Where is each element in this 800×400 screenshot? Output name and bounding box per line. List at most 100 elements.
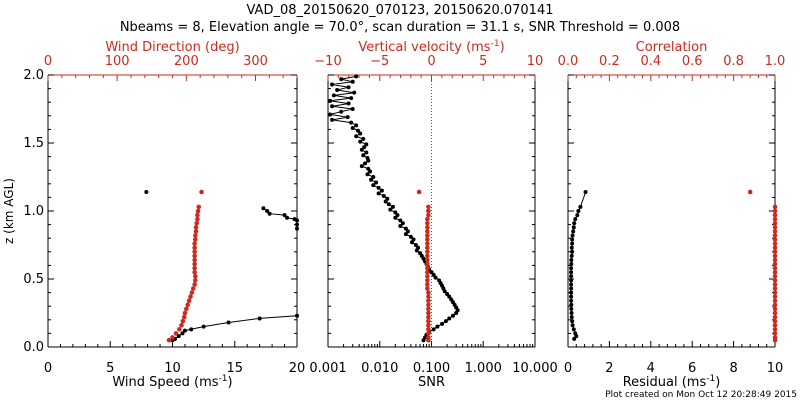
data-point xyxy=(570,241,575,246)
x-axis-label: Wind Speed (ms-1) xyxy=(112,374,232,390)
data-point xyxy=(195,208,201,214)
data-point xyxy=(186,298,192,304)
data-point xyxy=(426,327,431,332)
top-tick-label: 300 xyxy=(243,54,268,69)
black-series xyxy=(328,74,460,343)
data-point xyxy=(352,90,357,95)
red-series xyxy=(166,189,204,343)
data-point xyxy=(772,327,778,332)
data-point xyxy=(359,164,364,169)
data-point xyxy=(572,221,577,226)
data-point xyxy=(425,249,430,255)
data-point xyxy=(350,79,355,84)
data-point xyxy=(379,188,384,193)
data-point xyxy=(425,237,430,242)
data-point xyxy=(339,77,344,82)
data-point xyxy=(192,241,197,246)
data-point xyxy=(772,278,778,283)
data-point xyxy=(569,306,574,311)
data-point xyxy=(772,212,778,218)
data-point xyxy=(196,204,202,210)
data-point xyxy=(369,177,374,182)
data-point xyxy=(569,290,574,295)
data-point xyxy=(570,319,575,324)
data-point xyxy=(180,318,186,324)
data-point xyxy=(192,269,197,275)
data-point xyxy=(371,175,376,179)
y-tick-label: 1.0 xyxy=(23,204,44,219)
top-axis-label: Correlation xyxy=(636,40,708,55)
data-point xyxy=(356,128,361,133)
panel-2: 0.001 0.010 0.100 1.000 10.000 −10 −5 0 5 10 SNR Ve… xyxy=(309,39,557,390)
data-point xyxy=(425,273,430,279)
data-point xyxy=(425,241,430,246)
data-point xyxy=(569,274,574,279)
figure-title: VAD_08_20150620_070123, 20150620.070141 xyxy=(247,3,554,18)
top-tick-label: 0.0 xyxy=(558,54,579,69)
top-axis-label: Vertical velocity (ms-1) xyxy=(358,39,504,55)
data-point xyxy=(388,207,393,212)
data-point xyxy=(193,237,198,242)
data-point xyxy=(443,319,448,324)
data-point xyxy=(426,306,431,312)
data-point xyxy=(772,233,778,238)
data-point xyxy=(368,169,373,174)
data-point xyxy=(359,147,364,152)
data-point xyxy=(426,212,431,218)
top-tick-label: 100 xyxy=(105,54,130,69)
data-point xyxy=(583,189,588,194)
data-point xyxy=(772,290,778,295)
data-point xyxy=(569,315,574,320)
data-point xyxy=(414,248,419,253)
data-point xyxy=(285,215,290,220)
data-point xyxy=(772,273,778,279)
top-tick-label: 0.6 xyxy=(682,54,703,69)
data-point xyxy=(578,204,583,209)
data-point xyxy=(374,180,379,185)
data-point xyxy=(569,278,574,283)
data-point xyxy=(425,225,430,230)
data-point xyxy=(176,334,181,339)
data-point xyxy=(282,213,287,218)
data-point xyxy=(330,117,335,122)
data-point xyxy=(425,286,430,291)
data-point xyxy=(772,294,778,299)
data-point xyxy=(425,216,430,222)
data-point xyxy=(339,109,344,114)
data-point xyxy=(354,134,359,139)
data-point xyxy=(772,337,778,343)
data-point xyxy=(201,324,206,329)
data-point xyxy=(416,189,422,195)
data-point xyxy=(772,306,778,312)
data-point xyxy=(189,290,195,295)
data-point xyxy=(144,189,149,194)
data-point xyxy=(571,327,576,332)
data-point xyxy=(395,213,400,218)
data-point xyxy=(354,123,359,128)
data-point xyxy=(192,257,197,263)
data-point xyxy=(570,249,575,254)
x-tick-label: 5 xyxy=(106,361,114,376)
data-point xyxy=(364,142,369,147)
data-point xyxy=(569,302,574,307)
top-tick-label: 0.4 xyxy=(640,54,661,69)
data-point xyxy=(426,310,431,316)
data-point xyxy=(413,243,418,247)
data-point xyxy=(772,318,778,324)
data-point xyxy=(772,220,778,226)
data-point xyxy=(226,320,231,325)
data-point xyxy=(426,302,431,308)
data-point xyxy=(383,199,388,204)
data-point xyxy=(193,278,198,283)
data-point xyxy=(772,286,778,291)
data-point xyxy=(330,104,335,109)
data-point xyxy=(199,189,204,195)
data-point xyxy=(772,249,778,255)
data-point xyxy=(442,289,447,294)
data-point xyxy=(173,331,179,336)
data-point xyxy=(257,316,262,321)
x-tick-label: 0.010 xyxy=(361,361,398,376)
data-point xyxy=(772,302,778,308)
figure-subtitle: Nbeams = 8, Elevation angle = 70.0°, sca… xyxy=(120,20,680,35)
